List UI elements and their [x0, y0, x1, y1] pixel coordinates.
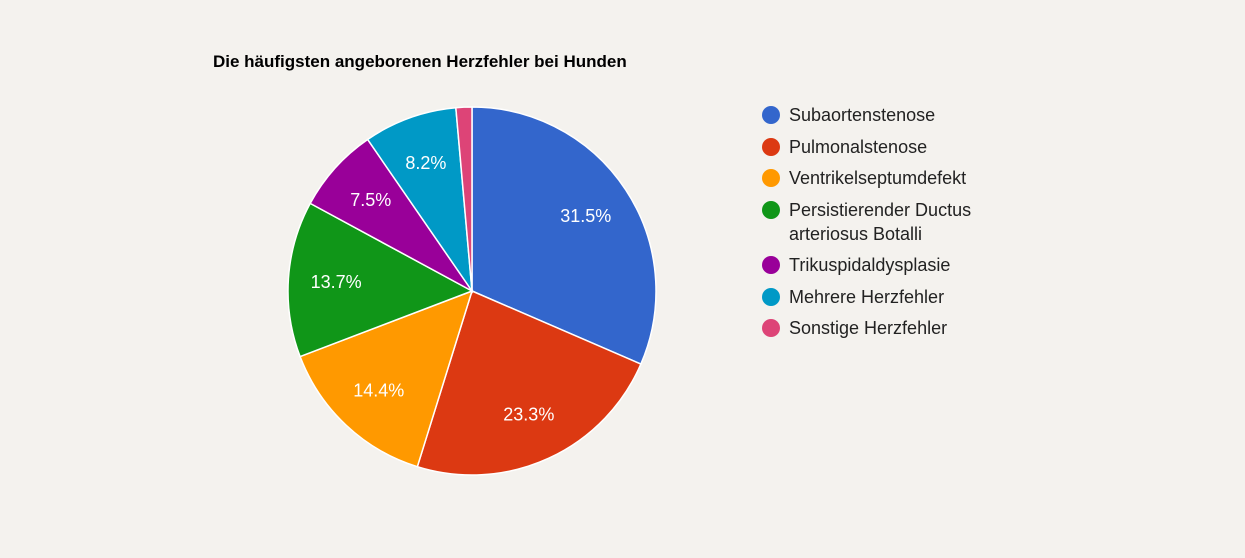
- legend-label: Mehrere Herzfehler: [789, 286, 945, 307]
- legend-marker: [762, 287, 780, 306]
- legend-marker: [762, 106, 780, 124]
- legend-label: Pulmonalstenose: [789, 136, 928, 157]
- legend-item[interactable]: Subaortenstenose: [762, 103, 999, 127]
- pie-slice[interactable]: [287, 202, 474, 358]
- legend-marker: [762, 256, 780, 274]
- slice-label: 13.7%: [311, 272, 362, 292]
- legend-marker: [762, 137, 780, 156]
- legend-item[interactable]: Sonstige Herzfehler: [762, 316, 999, 340]
- legend-item[interactable]: Mehrere Herzfehler: [762, 285, 999, 309]
- slice-label: 14.4%: [353, 380, 404, 400]
- legend-item[interactable]: Pulmonalstenose: [762, 135, 999, 159]
- legend-marker: [762, 319, 780, 337]
- pie-slice[interactable]: [366, 106, 473, 294]
- pie-slice[interactable]: [416, 289, 642, 476]
- pie-slice[interactable]: [299, 289, 474, 468]
- slice-label: 8.2%: [405, 153, 446, 173]
- legend-item[interactable]: Trikuspidaldysplasie: [762, 253, 999, 277]
- legend-label: Sonstige Herzfehler: [789, 318, 948, 338]
- slice-label: 23.3%: [503, 405, 554, 425]
- legend-marker: [762, 169, 780, 187]
- legend-marker: [762, 200, 780, 219]
- legend-item[interactable]: Persistierender Ductus arteriosus Botall…: [762, 198, 999, 246]
- legend-label: Subaortenstenose: [789, 105, 936, 125]
- pie-slice[interactable]: [471, 106, 657, 366]
- legend: Subaortenstenose Pulmonalstenose Ventrikel…: [762, 103, 999, 348]
- slice-label: 31.5%: [560, 206, 611, 226]
- legend-label: Ventrikelseptumdefekt: [789, 168, 967, 188]
- pie-slice[interactable]: [455, 106, 473, 292]
- legend-label: Persistierender Ductus arteriosus Botall…: [789, 199, 972, 244]
- legend-label: Trikuspidaldysplasie: [789, 255, 951, 275]
- slice-label: 7.5%: [350, 190, 391, 210]
- legend-item[interactable]: Ventrikelseptumdefekt: [762, 166, 999, 190]
- chart-title: Die häufigsten angeborenen Herzfehler be…: [213, 52, 627, 71]
